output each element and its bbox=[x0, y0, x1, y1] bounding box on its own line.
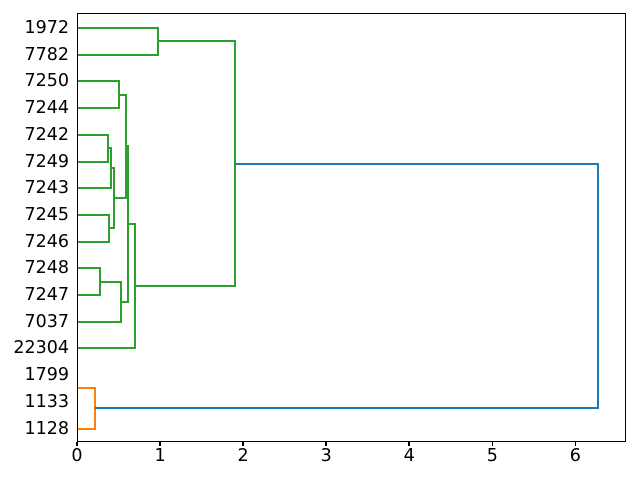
leaf-label: 7247 bbox=[24, 285, 69, 305]
leaf-label: 1972 bbox=[24, 18, 69, 38]
dendrogram-link-segment bbox=[114, 197, 127, 200]
dendrogram-link-segment bbox=[77, 107, 120, 110]
plot-area bbox=[77, 13, 626, 442]
leaf-label: 7242 bbox=[24, 124, 69, 145]
leaf-label: 7782 bbox=[24, 44, 69, 65]
leaf-label: 7248 bbox=[24, 258, 69, 279]
dendrogram-link-segment bbox=[77, 53, 160, 56]
leaf-label: 22304 bbox=[13, 338, 69, 359]
dendrogram-link-segment bbox=[109, 227, 116, 230]
leaf-label: 7244 bbox=[24, 98, 69, 119]
dendrogram-link-segment bbox=[77, 294, 101, 296]
leaf-label: 7037 bbox=[24, 311, 69, 332]
dendrogram-link-segment bbox=[597, 162, 600, 410]
leaf-label: 1133 bbox=[24, 391, 69, 412]
leaf-label: 1799 bbox=[24, 365, 69, 386]
leaf-label: 1128 bbox=[24, 418, 69, 439]
dendrogram-link-segment bbox=[77, 213, 111, 216]
dendrogram-link-segment bbox=[77, 160, 110, 163]
x-tick-label: 4 bbox=[403, 446, 415, 466]
dendrogram-link-segment bbox=[158, 40, 237, 43]
dendrogram-link-segment bbox=[100, 280, 122, 283]
dendrogram-link-segment bbox=[77, 427, 96, 430]
dendrogram-link-segment bbox=[118, 93, 127, 96]
x-tick-label: 5 bbox=[486, 446, 498, 466]
dendrogram-link-segment bbox=[77, 267, 101, 270]
dendrogram-link-segment bbox=[77, 187, 113, 190]
dendrogram-link-segment bbox=[94, 407, 600, 410]
x-tick-mark bbox=[325, 442, 327, 446]
dendrogram-link-segment bbox=[77, 80, 120, 83]
x-tick-label: 2 bbox=[237, 446, 249, 466]
dendrogram-link-segment bbox=[77, 347, 137, 350]
leaf-label: 7245 bbox=[24, 204, 69, 225]
dendrogram-link-segment bbox=[77, 387, 96, 390]
x-tick-label: 6 bbox=[569, 446, 581, 466]
x-tick-label: 0 bbox=[71, 446, 83, 466]
dendrogram-link-segment bbox=[77, 240, 111, 243]
dendrogram-link-segment bbox=[77, 320, 123, 323]
dendrogram-link-segment bbox=[121, 300, 130, 303]
leaf-label: 7250 bbox=[24, 71, 69, 92]
dendrogram-link-segment bbox=[77, 133, 110, 136]
x-tick-mark bbox=[574, 442, 577, 446]
dendrogram-link-segment bbox=[135, 285, 237, 288]
dendrogram-link-segment bbox=[128, 223, 137, 226]
x-tick-label: 3 bbox=[320, 446, 332, 466]
dendrogram-link-segment bbox=[77, 27, 160, 29]
dendrogram-link-segment bbox=[235, 162, 600, 165]
x-tick-mark bbox=[408, 442, 410, 446]
x-tick-mark bbox=[491, 442, 494, 446]
leaf-label: 7243 bbox=[24, 178, 69, 199]
x-tick-label: 1 bbox=[154, 446, 166, 466]
dendrogram-links bbox=[77, 13, 626, 442]
x-tick-mark bbox=[242, 442, 244, 446]
leaf-label: 7249 bbox=[24, 151, 69, 172]
x-tick-mark bbox=[76, 442, 78, 446]
x-tick-mark bbox=[159, 442, 161, 446]
leaf-label: 7246 bbox=[24, 231, 69, 252]
